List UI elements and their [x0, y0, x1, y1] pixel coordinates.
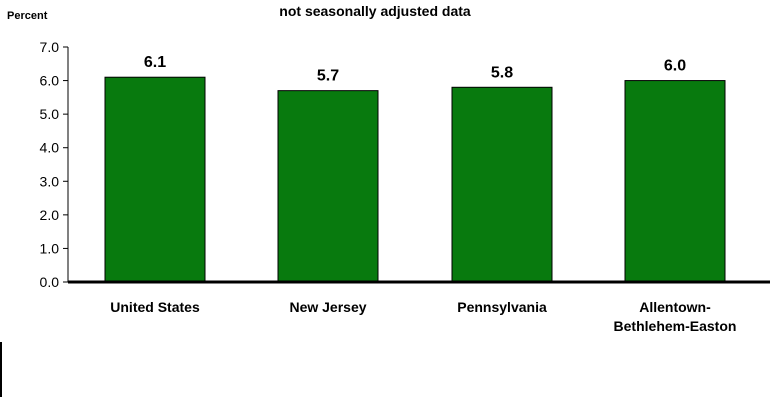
- bar: [452, 87, 552, 282]
- y-tick-label: 5.0: [40, 106, 60, 122]
- data-label: 6.1: [144, 54, 166, 71]
- bar: [625, 81, 725, 282]
- y-axis-label: Percent: [7, 10, 48, 22]
- data-label: 6.0: [664, 58, 686, 75]
- y-tick-label: 7.0: [40, 39, 60, 55]
- data-label: 5.7: [317, 68, 339, 85]
- y-tick-label: 4.0: [40, 140, 60, 156]
- y-tick-label: 2.0: [40, 207, 60, 223]
- chart-subtitle: not seasonally adjusted data: [279, 3, 471, 19]
- plot-area: 0.0 1.0 2.0 3.0 4.0 5.0 6.0 7.0 6.1 5.7 5.8 6.0 Unit…: [40, 39, 770, 334]
- y-tick-label: 3.0: [40, 173, 60, 189]
- x-tick-label: Pennsylvania: [457, 299, 547, 315]
- y-tick-label: 0.0: [40, 274, 60, 290]
- bar: [278, 91, 378, 282]
- x-tick-label: United States: [110, 299, 200, 315]
- x-tick-label: New Jersey: [289, 299, 366, 315]
- data-label: 5.8: [491, 64, 513, 81]
- x-tick-label: Allentown-Bethlehem-Easton: [614, 299, 737, 334]
- y-tick-label: 6.0: [40, 73, 60, 89]
- bar: [105, 77, 205, 282]
- y-tick-label: 1.0: [40, 240, 60, 256]
